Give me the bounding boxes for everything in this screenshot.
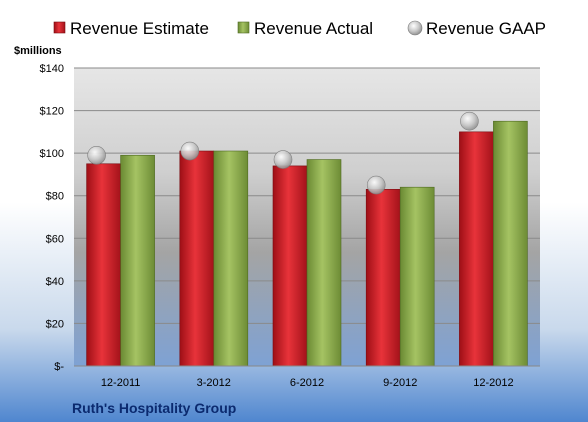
y-tick-label: $140: [40, 63, 64, 75]
y-axis-unit-label: $millions: [14, 45, 62, 57]
y-axis-ticks: $- $20 $40 $60 $80 $100 $120 $140: [40, 63, 65, 373]
y-tick-label: $-: [54, 361, 64, 373]
bar-revenue-estimate: [459, 131, 494, 367]
marker-revenue-gaap: [460, 111, 479, 131]
x-tick-label: 12-2012: [473, 377, 513, 389]
company-name: Ruth's Hospitality Group: [72, 400, 236, 416]
bar-revenue-estimate: [86, 163, 121, 367]
legend-label: Revenue Actual: [254, 19, 373, 38]
bar-revenue-estimate: [365, 189, 401, 367]
x-tick-label: 12-2011: [101, 377, 141, 389]
y-tick-label: $40: [46, 276, 64, 288]
y-tick-label: $20: [46, 318, 64, 330]
marker-revenue-gaap: [366, 175, 386, 195]
bars: [86, 120, 528, 367]
x-tick-label: 3-2012: [197, 377, 231, 389]
y-tick-label: $60: [46, 233, 64, 245]
bar-revenue-actual: [120, 154, 155, 367]
bar-revenue-actual: [399, 186, 435, 367]
bar-revenue-actual: [306, 159, 342, 367]
bar-revenue-estimate: [272, 165, 308, 367]
legend-swatch-gaap: [407, 20, 423, 36]
bar-revenue-estimate: [179, 150, 215, 367]
bar-revenue-actual: [493, 120, 528, 367]
legend-label: Revenue Estimate: [70, 19, 209, 38]
legend-swatch-actual: [237, 21, 250, 34]
bar-revenue-actual: [213, 150, 249, 367]
legend-swatch-estimate: [53, 21, 66, 34]
y-tick-label: $100: [40, 148, 64, 160]
x-axis-ticks: 12-2011 3-2012 6-2012 9-2012 12-2012: [101, 377, 514, 389]
x-tick-label: 6-2012: [290, 377, 324, 389]
marker-revenue-gaap: [87, 145, 106, 165]
legend-label: Revenue GAAP: [426, 19, 546, 38]
marker-revenue-gaap: [273, 150, 293, 169]
y-tick-label: $120: [40, 106, 64, 118]
legend: Revenue Estimate Revenue Actual Revenue GA…: [53, 19, 546, 38]
marker-revenue-gaap: [180, 141, 200, 161]
gaap-markers: [87, 111, 479, 195]
x-tick-label: 9-2012: [383, 377, 417, 389]
y-tick-label: $80: [46, 191, 64, 203]
